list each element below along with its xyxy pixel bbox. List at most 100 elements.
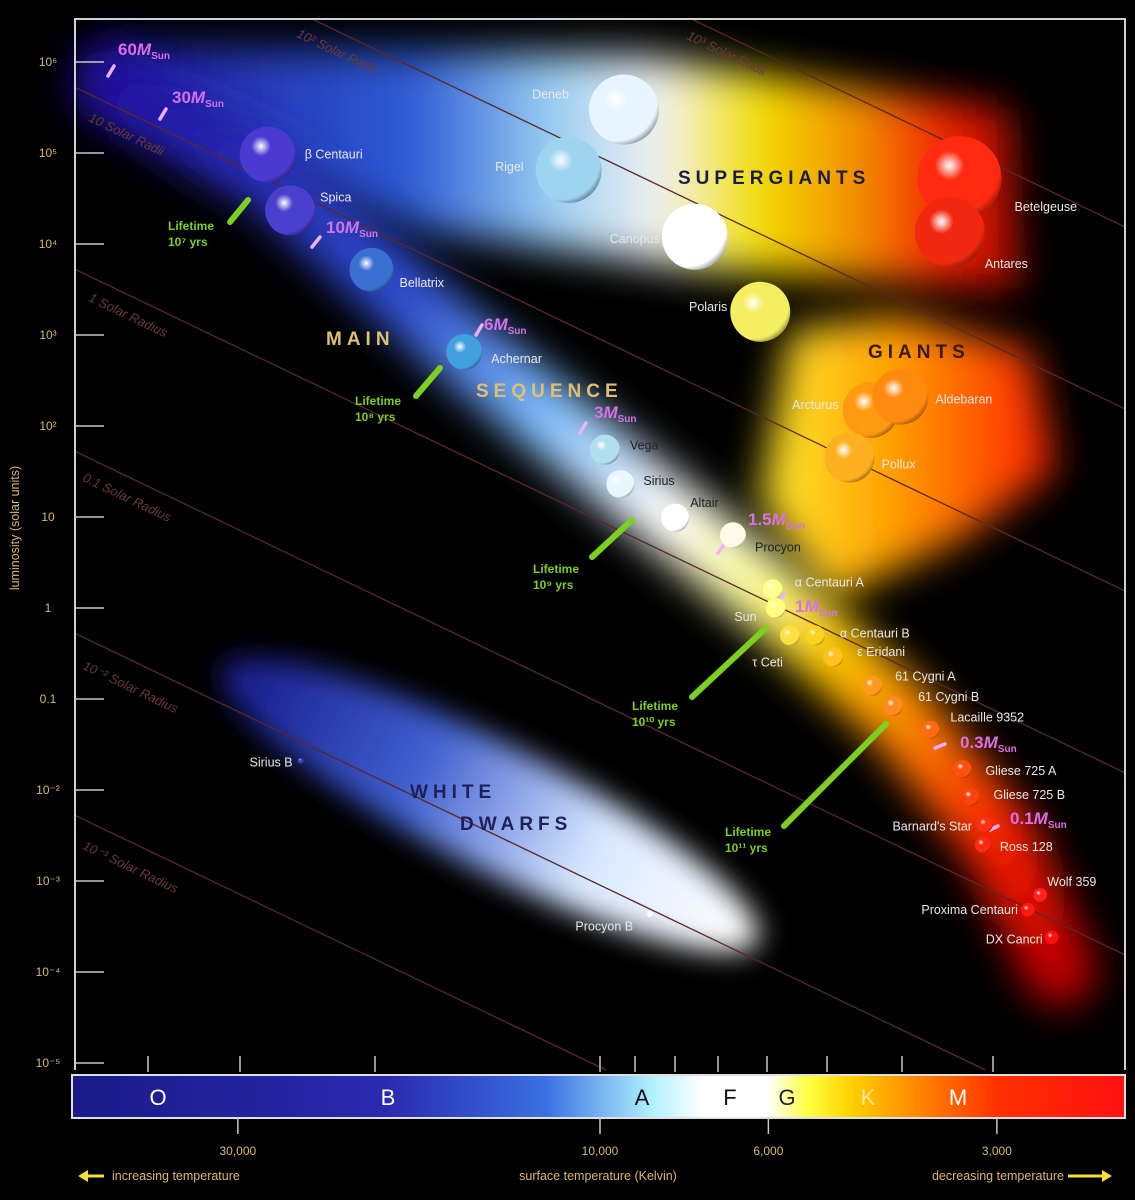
star-marker — [804, 625, 825, 646]
lifetime-pointer — [689, 625, 769, 700]
region-label-supergiants: SUPERGIANTS — [678, 168, 870, 189]
star-marker — [606, 470, 635, 499]
star-label: Gliese 725 B — [993, 788, 1065, 802]
star-marker — [1033, 888, 1048, 903]
star-marker — [661, 203, 728, 270]
star-label: Sirius — [643, 474, 674, 488]
mass-label: 60MSun — [118, 40, 170, 62]
mass-label: 1.5MSun — [748, 510, 805, 532]
star: Altair — [661, 496, 719, 532]
spectral-class-o: O — [149, 1085, 166, 1110]
arrow-right-head — [1102, 1170, 1112, 1182]
star-label: Arcturus — [792, 398, 839, 412]
mass-value: 30 — [172, 88, 191, 107]
lifetime-label: Lifetime — [355, 394, 401, 408]
mass-subscript: Sun — [359, 229, 378, 240]
region-label-main: MAIN — [326, 329, 395, 350]
star-marker — [349, 247, 394, 292]
x-axis — [147, 1056, 994, 1072]
star-label: DX Cancri — [986, 932, 1043, 946]
star-marker — [765, 598, 786, 618]
mass-subscript: Sun — [819, 608, 838, 619]
mass-symbol: M — [345, 218, 360, 237]
star-marker — [1044, 930, 1059, 945]
region-label-sequence: SEQUENCE — [476, 381, 623, 402]
star-marker — [661, 503, 690, 532]
star-label: Antares — [985, 257, 1028, 271]
star-label: 61 Cygni A — [895, 670, 956, 684]
y-tick-label: 10³ — [39, 328, 56, 342]
star: Procyon — [719, 522, 801, 554]
mass-subscript: Sun — [998, 744, 1017, 755]
lifetime-value: 10⁹ yrs — [533, 578, 574, 592]
star-label: Spica — [320, 190, 351, 204]
lifetime-value: 10¹⁰ yrs — [632, 715, 676, 729]
star: Proxima Centauri — [921, 903, 1035, 918]
mass-label: 30MSun — [172, 88, 224, 110]
mass-symbol: M — [191, 88, 206, 107]
spectral-class-a: A — [635, 1085, 650, 1110]
spectral-class-k: K — [861, 1085, 876, 1110]
star: Bellatrix — [349, 247, 445, 292]
radius-line — [74, 268, 1126, 774]
star-label: Altair — [690, 496, 718, 510]
mass-subscript: Sun — [508, 326, 527, 337]
star-marker — [883, 695, 904, 716]
x-tick-label: 30,000 — [220, 1144, 257, 1158]
mass-value: 0.1 — [1010, 809, 1034, 828]
arrow-left-head — [78, 1170, 88, 1182]
star: 61 Cygni B — [883, 690, 979, 716]
mass-label: 1MSun — [795, 597, 838, 619]
star: Barnard's Star — [892, 816, 993, 833]
spectral-class-bar — [71, 1074, 1126, 1119]
star-label: Gliese 725 A — [985, 764, 1057, 778]
x-axis-label: surface temperature (Kelvin) — [519, 1169, 677, 1183]
lifetime-pointer — [413, 365, 443, 399]
star-marker — [588, 74, 659, 145]
star: β Centauri — [239, 126, 363, 183]
radius-line-label: 10⁻² Solar Radius — [81, 658, 181, 717]
star: Rigel — [495, 137, 602, 204]
lifetime-markers: Lifetime 10⁷ yrs Lifetime 10⁸ yrs Lifetime 10… — [168, 197, 889, 855]
star: Lacaille 9352 — [921, 711, 1024, 739]
mass-subscript: Sun — [786, 521, 805, 532]
star-label: Polaris — [689, 300, 727, 314]
star-marker — [824, 432, 875, 483]
star-label: Bellatrix — [400, 276, 445, 290]
lifetime-label: Lifetime — [725, 825, 771, 839]
y-tick-label: 10⁻² — [36, 783, 60, 797]
left-caption: increasing temperature — [78, 1169, 240, 1183]
mass-tick — [716, 543, 726, 555]
star-label: Procyon — [755, 540, 801, 554]
region-label-dwarfs: DWARFS — [460, 814, 572, 835]
star-label: Canopus — [610, 232, 660, 246]
y-tick-label: 10² — [39, 419, 56, 433]
star-label: Rigel — [495, 160, 524, 174]
star: Polaris — [689, 281, 791, 342]
star-marker — [730, 281, 791, 342]
star: Wolf 359 — [1033, 875, 1096, 903]
mass-label: 0.3MSun — [960, 733, 1017, 755]
y-axis: 10⁶ 10⁵ 10⁴ 10³ 10² 10 1 0.1 10⁻² 10⁻³ 10⁻⁴ 10⁻⁵ — [36, 55, 104, 1070]
star: 61 Cygni A — [862, 670, 956, 696]
star: Aldebaran — [872, 368, 992, 425]
right-caption-text: decreasing temperature — [932, 1169, 1064, 1183]
star-label: Achernar — [491, 352, 542, 366]
star-label: α Centauri A — [795, 575, 865, 589]
star-label: Ross 128 — [1000, 840, 1053, 854]
mass-tick — [933, 742, 947, 750]
star: α Centauri A — [762, 575, 865, 600]
star: Pollux — [824, 432, 916, 483]
left-caption-text: increasing temperature — [112, 1169, 240, 1183]
mass-subscript: Sun — [205, 99, 224, 110]
spectral-class-b: B — [381, 1085, 396, 1110]
mass-tick — [106, 64, 116, 78]
mass-value: 6 — [484, 315, 493, 334]
region-label-white: WHITE — [410, 782, 496, 803]
star-marker — [589, 434, 620, 465]
white-dwarfs-glow — [221, 658, 759, 952]
radius-line — [74, 632, 986, 1071]
mass-value: 60 — [118, 40, 137, 59]
x-tick-label: 6,000 — [753, 1144, 783, 1158]
